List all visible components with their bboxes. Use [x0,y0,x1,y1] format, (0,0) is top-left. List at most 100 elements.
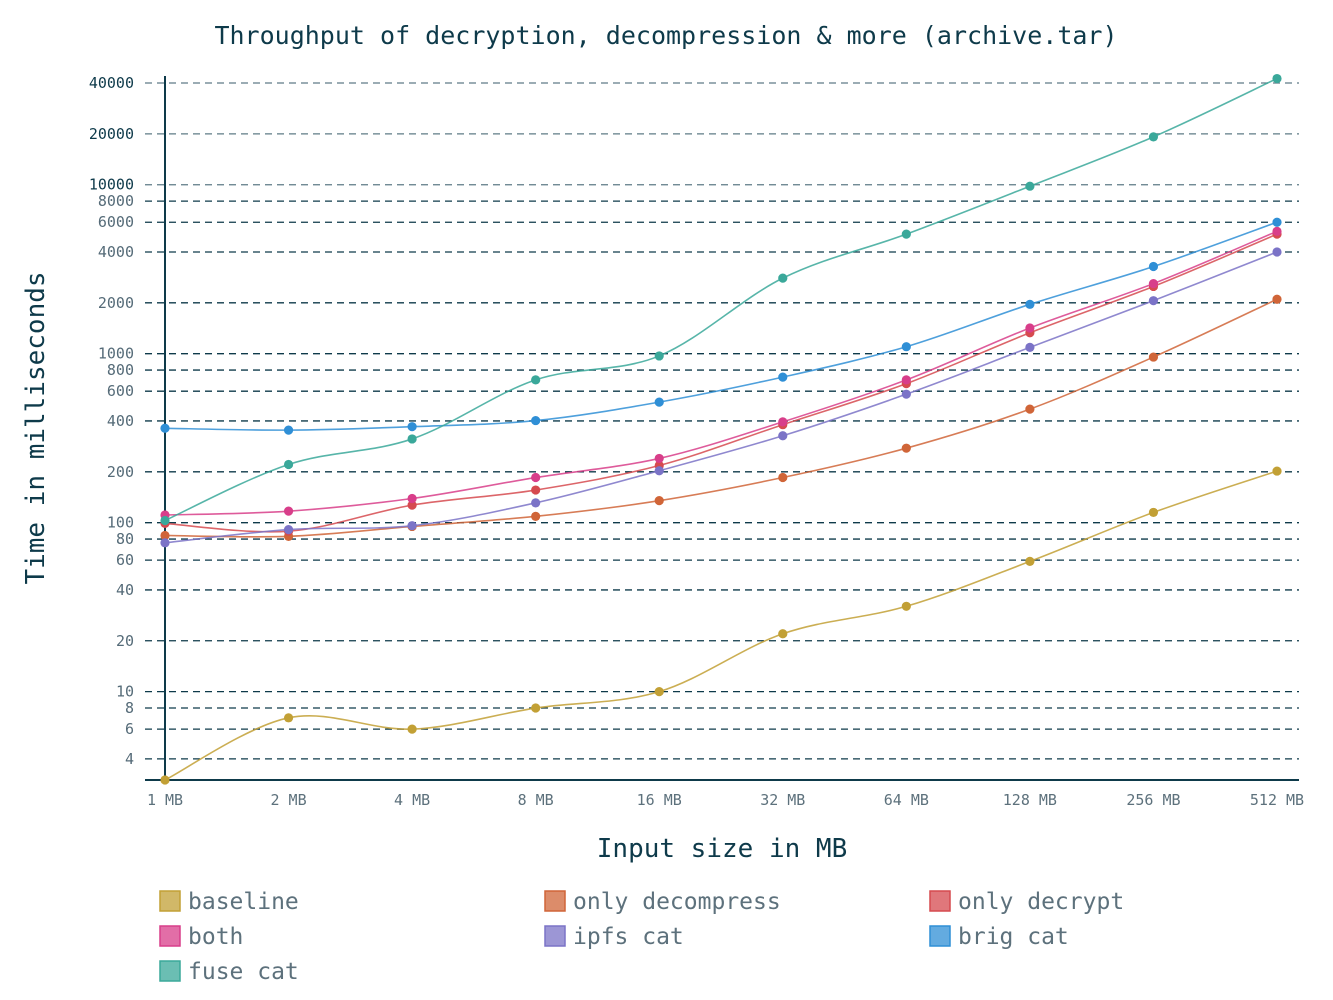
data-point [654,397,664,407]
legend-swatch [544,890,566,912]
legend-label: ipfs cat [573,924,684,950]
data-point [160,775,170,785]
data-point [1148,132,1159,142]
data-point [1148,507,1159,518]
legend-label: only decompress [573,889,781,915]
data-point [1272,217,1282,227]
data-point [531,485,541,495]
data-point [531,375,541,385]
data-point [1148,278,1159,289]
legend-item[interactable]: both [159,924,243,950]
series-fuse-cat [160,73,1282,526]
series-only-decompress [160,294,1282,541]
data-point [654,466,664,476]
data-point [901,229,911,239]
legend-label: fuse cat [188,959,299,985]
data-point [778,417,788,427]
legend-swatch [929,890,951,912]
data-point [654,351,664,361]
data-point [778,431,788,441]
data-point [1148,261,1159,272]
legend-item[interactable]: baseline [159,889,299,915]
data-point [283,425,294,435]
y-tick-label: 80 [116,530,134,548]
y-tick-label: 8 [125,699,134,717]
data-point [160,515,170,526]
data-point [407,500,417,510]
data-point [283,713,294,723]
x-tick-label: 256 MB [1126,791,1180,809]
y-tick-label: 20000 [89,125,134,143]
data-point [407,422,417,432]
legend-item[interactable]: brig cat [929,924,1069,950]
legend-label: brig cat [958,924,1069,950]
data-point [407,521,417,531]
legend: baseline only decompress only decrypt both i… [159,889,1124,985]
data-point [901,601,911,611]
series-ipfs-cat [160,247,1282,548]
series-line [164,77,1278,522]
x-tick-label: 128 MB [1003,791,1057,809]
data-point [901,375,911,385]
data-point [654,453,664,464]
x-axis-ticks: 1 MB 2 MB 4 MB 8 MB 16 MB 32 MB 64 MB 128 MB 256… [147,791,1304,809]
x-tick-label: 4 MB [394,791,430,809]
data-point [1272,466,1282,476]
data-point [531,511,541,521]
data-point [160,423,170,433]
legend-item[interactable]: only decrypt [929,889,1124,915]
y-tick-label: 600 [107,382,134,400]
data-point [654,687,664,697]
legend-item[interactable]: ipfs cat [544,924,684,950]
data-point [531,415,541,426]
y-tick-label: 20 [116,632,134,650]
data-point [407,724,417,734]
data-point [407,493,417,504]
series-brig-cat [160,217,1282,435]
legend-swatch [159,925,181,947]
series-line [164,233,1278,533]
y-axis-title: Time in milliseconds [21,271,51,584]
data-point [1272,226,1282,236]
data-point [531,472,541,483]
series-line [164,470,1278,781]
x-tick-label: 16 MB [637,791,682,809]
series-line [164,298,1278,538]
legend-item[interactable]: fuse cat [159,959,299,985]
data-point [901,342,911,352]
data-point [1025,404,1035,414]
legend-swatch [159,960,181,982]
data-point [654,496,664,506]
series-line [164,230,1278,516]
y-tick-label: 60 [116,551,134,569]
series-baseline [160,466,1282,785]
y-tick-label: 8000 [98,192,134,210]
data-point [1148,296,1159,306]
x-tick-label: 32 MB [760,791,805,809]
data-point [283,506,294,516]
data-point [1272,247,1282,257]
series-lines [160,73,1282,785]
data-point [901,389,911,399]
legend-item[interactable]: only decompress [544,889,781,915]
data-point [283,524,294,535]
legend-swatch [159,890,181,912]
data-point [531,703,541,713]
y-tick-label: 10000 [89,176,134,194]
y-tick-label: 200 [107,463,134,481]
legend-label: only decrypt [958,889,1124,915]
data-point [1025,323,1035,333]
y-tick-label: 40 [116,581,134,599]
y-tick-label: 6 [125,720,134,738]
legend-swatch [929,925,951,947]
series-line [164,251,1278,544]
data-point [407,434,417,444]
y-tick-label: 10 [116,683,134,701]
data-point [778,372,788,382]
x-tick-label: 1 MB [147,791,183,809]
data-point [283,459,294,470]
data-point [1025,181,1035,191]
data-point [778,629,788,639]
